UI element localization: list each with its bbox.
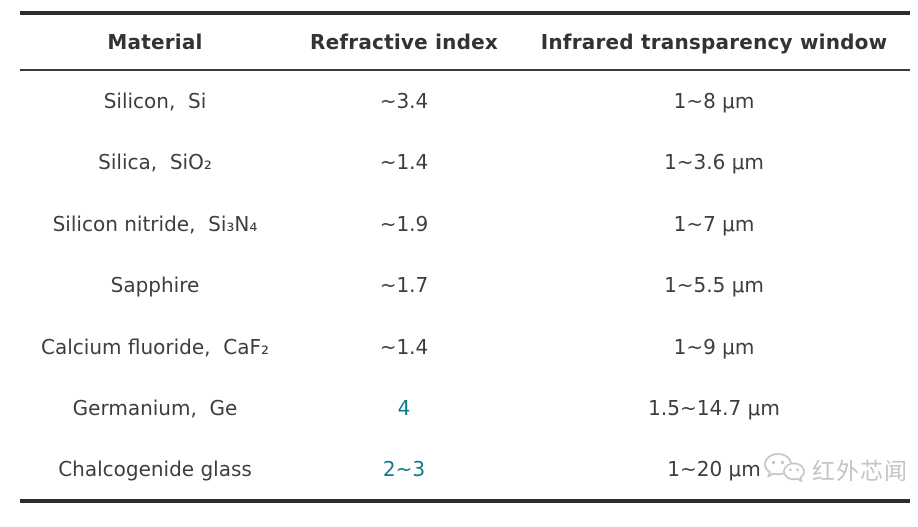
materials-table-wrap: Material Refractive index Infrared trans… [20, 11, 910, 503]
table-row: Chalcogenide glass 2~3 1~20 μm [20, 439, 910, 501]
refractive-index-cell: ~1.9 [379, 211, 429, 236]
col-header-refractive-index: Refractive index [290, 13, 518, 71]
refractive-index-cell: ~1.4 [379, 334, 429, 359]
material-cell: Silicon, Si [103, 89, 207, 114]
refractive-index-cell: ~1.4 [379, 150, 429, 175]
table-row: Silica, SiO₂ ~1.4 1~3.6 μm [20, 132, 910, 194]
material-cell: Calcium fluoride, CaF₂ [41, 334, 269, 359]
transparency-window-cell: 1~5.5 μm [664, 273, 764, 298]
transparency-window-cell: 1~7 μm [673, 211, 755, 236]
col-header-material: Material [20, 13, 290, 71]
transparency-window-cell: 1~9 μm [673, 334, 755, 359]
material-cell: Sapphire [110, 273, 200, 298]
transparency-window-cell: 1.5~14.7 μm [648, 396, 780, 421]
material-cell: Silica, SiO₂ [98, 150, 212, 175]
table-row: Sapphire ~1.7 1~5.5 μm [20, 255, 910, 317]
refractive-index-cell: ~1.7 [379, 273, 429, 298]
material-cell: Chalcogenide glass [58, 456, 252, 481]
material-cell: Germanium, Ge [72, 396, 238, 421]
refractive-index-cell: 4 [397, 396, 411, 421]
col-header-infrared-window: Infrared transparency window [518, 13, 910, 71]
table-row: Germanium, Ge 4 1.5~14.7 μm [20, 378, 910, 440]
table-row: Silicon, Si ~3.4 1~8 μm [20, 70, 910, 132]
transparency-window-cell: 1~3.6 μm [664, 150, 764, 175]
table-row: Calcium fluoride, CaF₂ ~1.4 1~9 μm [20, 316, 910, 378]
refractive-index-cell: 2~3 [382, 456, 426, 481]
material-cell: Silicon nitride, Si₃N₄ [52, 211, 258, 236]
table-body: Silicon, Si ~3.4 1~8 μm Silica, SiO₂ ~1.… [20, 70, 910, 501]
refractive-index-cell: ~3.4 [379, 89, 429, 114]
header-row: Material Refractive index Infrared trans… [20, 13, 910, 71]
materials-table: Material Refractive index Infrared trans… [20, 11, 910, 503]
table-row: Silicon nitride, Si₃N₄ ~1.9 1~7 μm [20, 193, 910, 255]
transparency-window-cell: 1~8 μm [673, 89, 755, 114]
transparency-window-cell: 1~20 μm [667, 456, 761, 481]
